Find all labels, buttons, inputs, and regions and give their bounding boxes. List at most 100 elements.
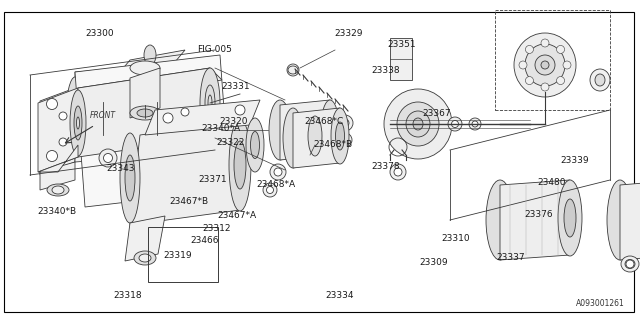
Polygon shape bbox=[75, 55, 230, 207]
Text: 23466: 23466 bbox=[191, 236, 220, 245]
Ellipse shape bbox=[102, 88, 157, 116]
Ellipse shape bbox=[144, 45, 156, 65]
Polygon shape bbox=[40, 162, 75, 190]
Circle shape bbox=[181, 108, 189, 116]
Circle shape bbox=[337, 115, 353, 131]
Text: 23334: 23334 bbox=[325, 292, 353, 300]
Ellipse shape bbox=[125, 155, 135, 201]
Polygon shape bbox=[125, 216, 165, 261]
Polygon shape bbox=[75, 62, 205, 162]
Text: 23331: 23331 bbox=[221, 82, 250, 91]
Text: 23480: 23480 bbox=[538, 178, 566, 187]
Ellipse shape bbox=[558, 180, 582, 256]
Ellipse shape bbox=[208, 95, 212, 111]
Polygon shape bbox=[78, 68, 222, 100]
Circle shape bbox=[451, 121, 458, 127]
Text: 23319: 23319 bbox=[163, 252, 192, 260]
Ellipse shape bbox=[47, 184, 69, 196]
Circle shape bbox=[525, 76, 534, 84]
Text: 23322: 23322 bbox=[216, 138, 244, 147]
Polygon shape bbox=[78, 68, 210, 157]
Ellipse shape bbox=[321, 100, 339, 156]
Circle shape bbox=[46, 152, 58, 164]
Text: 23378: 23378 bbox=[371, 162, 400, 171]
Circle shape bbox=[541, 83, 549, 91]
Ellipse shape bbox=[564, 199, 576, 237]
Ellipse shape bbox=[397, 102, 439, 146]
Circle shape bbox=[270, 164, 286, 180]
Text: FIG.005: FIG.005 bbox=[197, 45, 232, 54]
Ellipse shape bbox=[77, 117, 79, 129]
Ellipse shape bbox=[130, 61, 160, 75]
Circle shape bbox=[557, 45, 564, 53]
Ellipse shape bbox=[335, 122, 344, 150]
Text: 23468*B: 23468*B bbox=[314, 140, 353, 148]
Text: 23343: 23343 bbox=[106, 164, 134, 172]
Polygon shape bbox=[130, 68, 160, 118]
Ellipse shape bbox=[535, 55, 555, 75]
Ellipse shape bbox=[525, 44, 565, 86]
Text: 23318: 23318 bbox=[114, 292, 142, 300]
Text: 23468*A: 23468*A bbox=[256, 180, 295, 188]
Ellipse shape bbox=[283, 108, 303, 168]
Text: 23467*A: 23467*A bbox=[218, 212, 257, 220]
Ellipse shape bbox=[205, 85, 215, 121]
Text: 23329: 23329 bbox=[335, 29, 363, 38]
Ellipse shape bbox=[200, 68, 220, 138]
Circle shape bbox=[104, 154, 113, 163]
Ellipse shape bbox=[120, 133, 140, 223]
Text: 23300: 23300 bbox=[85, 29, 113, 38]
Ellipse shape bbox=[326, 114, 334, 142]
Polygon shape bbox=[145, 100, 260, 135]
Ellipse shape bbox=[406, 111, 430, 137]
Polygon shape bbox=[205, 62, 220, 110]
Text: 23337: 23337 bbox=[496, 253, 525, 262]
Ellipse shape bbox=[66, 77, 84, 157]
Circle shape bbox=[46, 99, 58, 111]
Ellipse shape bbox=[70, 95, 80, 139]
Polygon shape bbox=[38, 88, 78, 172]
Circle shape bbox=[59, 112, 67, 120]
Circle shape bbox=[342, 137, 349, 143]
Ellipse shape bbox=[102, 121, 157, 149]
Circle shape bbox=[266, 187, 273, 194]
Text: A093001261: A093001261 bbox=[576, 300, 625, 308]
Circle shape bbox=[448, 117, 462, 131]
Ellipse shape bbox=[384, 89, 452, 159]
Text: 23312: 23312 bbox=[202, 224, 231, 233]
Bar bbox=[148, 227, 218, 282]
Circle shape bbox=[163, 113, 173, 123]
Circle shape bbox=[472, 121, 478, 127]
Polygon shape bbox=[293, 108, 340, 168]
Circle shape bbox=[394, 168, 402, 176]
Polygon shape bbox=[620, 180, 640, 260]
Ellipse shape bbox=[269, 100, 291, 160]
Text: 23340*B: 23340*B bbox=[37, 207, 76, 216]
Ellipse shape bbox=[70, 90, 86, 156]
Ellipse shape bbox=[130, 106, 160, 120]
Text: 23367: 23367 bbox=[422, 109, 451, 118]
Circle shape bbox=[59, 138, 67, 146]
Ellipse shape bbox=[74, 106, 82, 140]
Circle shape bbox=[338, 133, 352, 147]
Circle shape bbox=[287, 64, 299, 76]
Ellipse shape bbox=[52, 186, 64, 194]
Circle shape bbox=[263, 183, 277, 197]
Text: 23351: 23351 bbox=[387, 40, 416, 49]
Text: 23467*B: 23467*B bbox=[170, 197, 209, 206]
Ellipse shape bbox=[134, 251, 156, 265]
Ellipse shape bbox=[199, 82, 211, 132]
Ellipse shape bbox=[486, 180, 514, 260]
Ellipse shape bbox=[331, 108, 349, 164]
Text: 23338: 23338 bbox=[371, 66, 400, 75]
Ellipse shape bbox=[234, 141, 246, 189]
Ellipse shape bbox=[621, 256, 639, 272]
Bar bbox=[495, 10, 610, 110]
Ellipse shape bbox=[246, 118, 264, 172]
Circle shape bbox=[235, 105, 245, 115]
Bar bbox=[390, 38, 412, 80]
Circle shape bbox=[274, 168, 282, 176]
Ellipse shape bbox=[194, 62, 216, 152]
Text: 23468*C: 23468*C bbox=[304, 117, 343, 126]
Ellipse shape bbox=[229, 119, 251, 211]
